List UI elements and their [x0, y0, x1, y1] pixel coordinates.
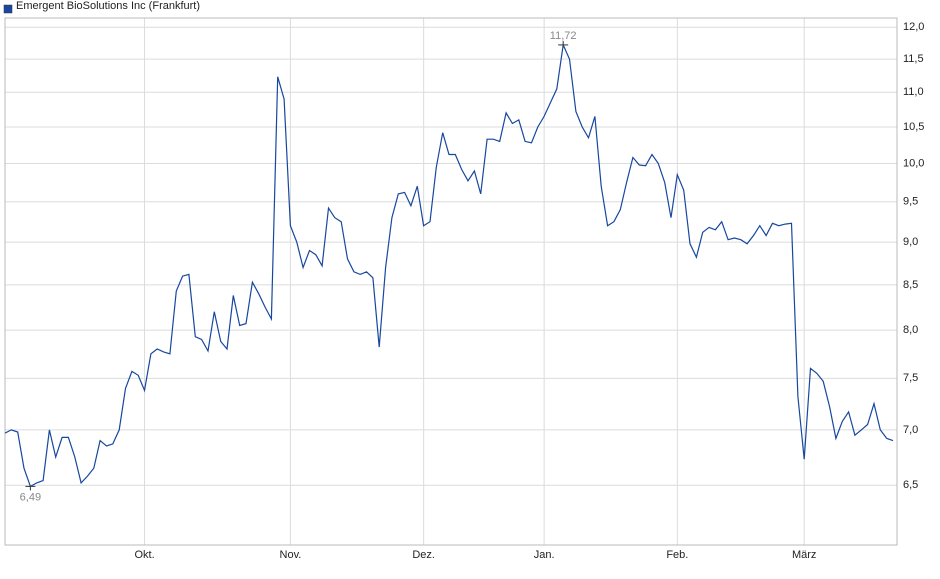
x-tick-label: Okt.: [134, 549, 154, 561]
y-tick-label: 11,5: [903, 53, 924, 65]
y-tick-label: 11,0: [903, 86, 924, 98]
value-label: 11,72: [550, 30, 577, 42]
value-label: 6,49: [20, 491, 41, 503]
y-tick-label: 10,5: [903, 121, 924, 133]
x-tick-label: Feb.: [666, 549, 688, 561]
y-tick-label: 10,0: [903, 157, 924, 169]
y-tick-label: 9,0: [903, 236, 918, 248]
y-tick-label: 8,0: [903, 324, 918, 336]
x-tick-label: März: [792, 549, 816, 561]
y-tick-label: 12,0: [903, 21, 924, 33]
x-tick-label: Dez.: [412, 549, 435, 561]
legend-swatch: [3, 4, 13, 14]
y-tick-label: 9,5: [903, 196, 918, 208]
x-tick-label: Nov.: [280, 549, 302, 561]
x-tick-label: Jan.: [534, 549, 555, 561]
y-tick-label: 7,5: [903, 372, 918, 384]
y-tick-label: 7,0: [903, 424, 918, 436]
y-tick-label: 6,5: [903, 479, 918, 491]
plot-frame: [4, 17, 898, 546]
legend-label: Emergent BioSolutions Inc (Frankfurt): [16, 0, 200, 12]
y-tick-label: 8,5: [903, 279, 918, 291]
price-line: [4, 42, 894, 488]
